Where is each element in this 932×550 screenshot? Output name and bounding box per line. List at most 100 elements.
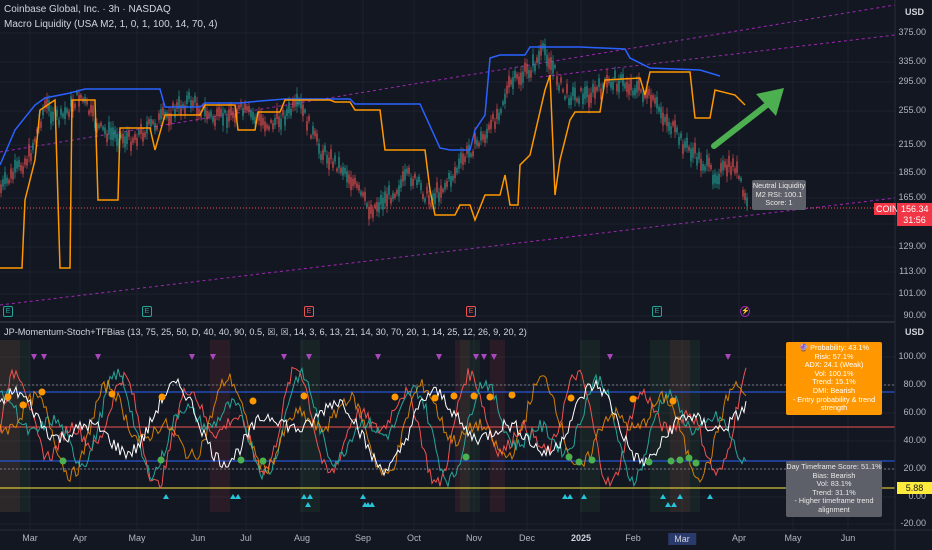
osc-dot xyxy=(567,394,575,402)
candle-body xyxy=(340,167,342,173)
price-tick-label: 335.00 xyxy=(898,56,926,66)
candle-body xyxy=(540,45,542,56)
candle-body xyxy=(606,75,608,88)
candle-body xyxy=(426,186,428,194)
osc-line xyxy=(0,366,747,489)
candle-body xyxy=(692,147,694,158)
candle-body xyxy=(650,94,652,108)
candle-body xyxy=(506,85,508,94)
candle-body xyxy=(196,103,198,116)
earnings-marker[interactable]: E xyxy=(304,306,314,317)
candle-body xyxy=(56,109,58,117)
candle-body xyxy=(654,97,656,104)
candle-body xyxy=(26,159,28,166)
candle-body xyxy=(66,108,68,113)
candle-body xyxy=(498,112,500,121)
candle-body xyxy=(96,123,98,133)
price-axis-currency[interactable]: USD xyxy=(904,7,924,17)
buy-signal-icon xyxy=(369,502,375,507)
buy-signal-icon xyxy=(665,502,671,507)
candle-body xyxy=(80,94,82,99)
candle-body xyxy=(478,142,480,147)
candle-body xyxy=(112,127,114,141)
candle-body xyxy=(486,128,488,139)
candle-body xyxy=(188,91,190,99)
candle-body xyxy=(336,168,338,172)
candle-body xyxy=(404,169,406,181)
candle-body xyxy=(116,133,118,146)
candle-body xyxy=(106,133,108,143)
candle-body xyxy=(456,168,458,173)
candle-body xyxy=(254,116,256,124)
earnings-marker[interactable]: E xyxy=(142,306,152,317)
candle-body xyxy=(156,125,158,130)
dividend-marker-icon[interactable]: ⚡ xyxy=(740,306,750,317)
candle-body xyxy=(172,102,174,109)
time-axis-label: Mar xyxy=(668,533,696,545)
candle-body xyxy=(138,130,140,135)
candle-body xyxy=(462,153,464,165)
osc-dot xyxy=(508,391,516,399)
candle-body xyxy=(716,175,718,185)
candle-body xyxy=(398,185,400,197)
osc-dot xyxy=(38,388,46,396)
osc-zone xyxy=(650,340,700,512)
candle-body xyxy=(248,105,250,113)
candle-body xyxy=(628,84,630,95)
time-axis-label: 2025 xyxy=(570,533,592,543)
candle-body xyxy=(224,109,226,113)
candle-body xyxy=(524,62,526,72)
earnings-marker[interactable]: E xyxy=(652,306,662,317)
sub-axis-currency[interactable]: USD xyxy=(904,327,924,337)
candle-body xyxy=(566,83,568,94)
candle-body xyxy=(24,158,26,165)
candle-body xyxy=(158,113,160,121)
candle-body xyxy=(318,143,320,154)
candle-body xyxy=(626,81,628,93)
sell-signal-icon xyxy=(281,354,287,360)
candle-body xyxy=(700,158,702,171)
candle-body xyxy=(618,80,620,93)
candle-body xyxy=(218,106,220,117)
candle-body xyxy=(670,126,672,135)
candle-body xyxy=(468,144,470,158)
candle-body xyxy=(98,124,100,129)
candle-body xyxy=(76,91,78,95)
candle-body xyxy=(526,63,528,74)
candle-body xyxy=(450,176,452,187)
earnings-marker[interactable]: E xyxy=(3,306,13,317)
candle-body xyxy=(266,124,268,129)
candle-body xyxy=(392,193,394,199)
candle-body xyxy=(126,132,128,145)
candle-body xyxy=(562,89,564,93)
indicator-main-label[interactable]: Macro Liquidity (USA M2, 1, 0, 1, 100, 1… xyxy=(4,19,218,30)
candle-body xyxy=(560,77,562,83)
osc-dot xyxy=(669,397,677,405)
candle-body xyxy=(464,156,466,162)
liquidity-lower-line xyxy=(0,71,746,269)
candle-body xyxy=(720,162,722,173)
candle-body xyxy=(360,191,362,196)
candle-body xyxy=(242,107,244,117)
candle-body xyxy=(484,134,486,143)
candle-body xyxy=(694,142,696,154)
candle-body xyxy=(354,177,356,185)
buy-signal-icon xyxy=(301,494,307,499)
candle-body xyxy=(686,137,688,148)
candle-body xyxy=(326,154,328,164)
candle-body xyxy=(148,119,150,124)
candle-body xyxy=(552,61,554,74)
price-tick-label: 113.00 xyxy=(899,266,926,276)
candle-body xyxy=(348,174,350,184)
candle-body xyxy=(438,192,440,202)
candle-body xyxy=(310,135,312,139)
earnings-marker[interactable]: E xyxy=(466,306,476,317)
candle-body xyxy=(668,122,670,131)
candle-body xyxy=(262,117,264,126)
time-axis-label: Sep xyxy=(354,533,372,543)
candle-body xyxy=(648,89,650,96)
candle-body xyxy=(638,78,640,91)
indicator-sub-label[interactable]: JP-Momentum-Stoch+TFBias (13, 75, 25, 50… xyxy=(4,327,527,337)
candle-body xyxy=(590,92,592,104)
